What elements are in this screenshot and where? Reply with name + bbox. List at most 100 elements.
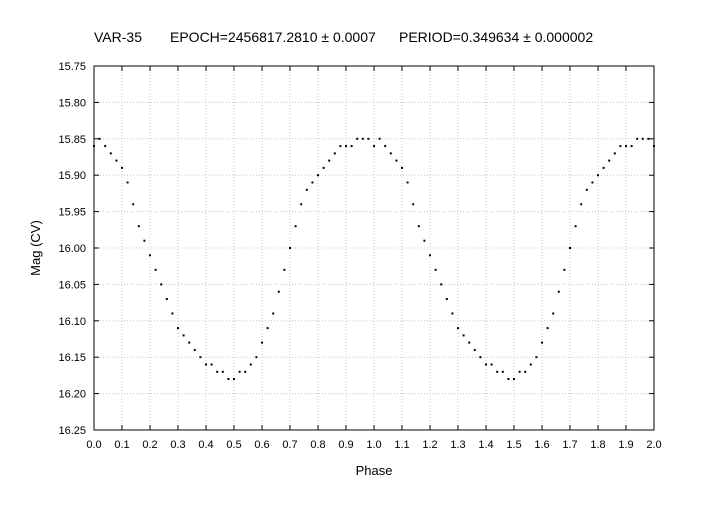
data-point bbox=[233, 378, 235, 380]
data-point bbox=[361, 137, 364, 140]
data-point bbox=[440, 283, 443, 286]
x-tick-label: 1.7 bbox=[562, 439, 577, 451]
x-tick-label: 0.8 bbox=[310, 439, 325, 451]
data-point bbox=[367, 137, 370, 140]
data-point bbox=[585, 188, 588, 191]
data-point bbox=[395, 159, 398, 162]
data-point bbox=[389, 152, 392, 155]
data-point bbox=[132, 203, 135, 206]
data-point bbox=[294, 225, 297, 228]
data-point bbox=[518, 370, 521, 373]
data-point bbox=[462, 334, 465, 337]
y-tick-labels: 15.75 15.80 15.85 15.90 15.95 16.00 16.05 16.10… bbox=[58, 61, 86, 437]
x-tick-label: 1.0 bbox=[366, 439, 381, 451]
data-point bbox=[210, 363, 213, 366]
x-tick-label: 1.6 bbox=[534, 439, 549, 451]
data-point bbox=[630, 145, 633, 148]
data-point bbox=[445, 298, 448, 300]
data-point bbox=[597, 174, 599, 177]
x-tick-label: 1.5 bbox=[506, 439, 521, 451]
data-point bbox=[216, 370, 219, 373]
data-point bbox=[541, 341, 543, 344]
x-tick-label: 1.8 bbox=[590, 439, 605, 451]
data-point bbox=[249, 363, 252, 366]
data-point bbox=[378, 137, 381, 140]
data-point bbox=[272, 312, 275, 315]
data-point bbox=[552, 312, 555, 315]
data-point bbox=[350, 145, 353, 148]
data-point bbox=[529, 363, 532, 366]
data-point bbox=[205, 363, 207, 366]
axis-ticks bbox=[93, 65, 655, 431]
data-point bbox=[384, 145, 387, 148]
x-tick-label: 0.9 bbox=[338, 439, 353, 451]
data-point bbox=[261, 341, 263, 344]
x-tick-label: 0.1 bbox=[114, 439, 129, 451]
data-point bbox=[227, 378, 230, 380]
data-point bbox=[619, 145, 622, 148]
data-point bbox=[373, 145, 375, 148]
y-axis-label: Mag (CV) bbox=[28, 220, 43, 276]
x-tick-labels: 0.0 0.1 0.2 0.3 0.4 0.5 0.6 0.7 0.8 0.9 1.0 1.1 1.2 1… bbox=[86, 439, 661, 451]
data-point bbox=[126, 181, 129, 184]
data-point bbox=[434, 268, 437, 271]
y-tick-label: 15.90 bbox=[58, 170, 86, 182]
data-point bbox=[457, 327, 459, 330]
data-point bbox=[221, 370, 224, 373]
data-point bbox=[641, 137, 644, 140]
data-point bbox=[182, 334, 185, 337]
y-tick-label: 16.20 bbox=[58, 389, 86, 401]
data-point bbox=[479, 356, 482, 359]
x-tick-label: 0.4 bbox=[198, 439, 213, 451]
x-tick-label: 0.5 bbox=[226, 439, 241, 451]
y-tick-label: 15.95 bbox=[58, 207, 86, 219]
data-point bbox=[149, 254, 151, 257]
data-point bbox=[406, 181, 409, 184]
data-point bbox=[490, 363, 493, 366]
data-point bbox=[104, 145, 107, 148]
title-period: PERIOD=0.349634 ± 0.000002 bbox=[399, 29, 594, 45]
y-tick-label: 15.85 bbox=[58, 134, 86, 146]
x-tick-label: 1.3 bbox=[450, 439, 465, 451]
data-point bbox=[546, 327, 549, 330]
y-tick-label: 16.00 bbox=[58, 243, 86, 255]
x-tick-label: 0.2 bbox=[142, 439, 157, 451]
data-point bbox=[401, 166, 403, 169]
chart-title: VAR-35 EPOCH=2456817.2810 ± 0.0007 PERIO… bbox=[0, 29, 702, 93]
x-tick-label: 1.1 bbox=[394, 439, 409, 451]
x-tick-label: 1.2 bbox=[422, 439, 437, 451]
data-point bbox=[608, 159, 611, 162]
data-point bbox=[513, 378, 515, 380]
data-point bbox=[300, 203, 303, 206]
data-point bbox=[115, 159, 118, 162]
data-point bbox=[501, 370, 504, 373]
title-epoch: EPOCH=2456817.2810 ± 0.0007 bbox=[170, 29, 376, 45]
x-tick-label: 0.0 bbox=[86, 439, 101, 451]
data-point bbox=[238, 370, 241, 373]
x-tick-label: 0.6 bbox=[254, 439, 269, 451]
x-tick-label: 0.3 bbox=[170, 439, 185, 451]
y-tick-label: 16.05 bbox=[58, 279, 86, 291]
data-point bbox=[98, 137, 101, 140]
data-point bbox=[602, 166, 605, 169]
data-point bbox=[496, 370, 499, 373]
data-point bbox=[165, 298, 168, 300]
data-point bbox=[524, 370, 527, 373]
data-point bbox=[137, 225, 140, 228]
data-point bbox=[574, 225, 577, 228]
x-tick-label: 0.7 bbox=[282, 439, 297, 451]
data-point bbox=[580, 203, 583, 206]
data-point bbox=[468, 341, 471, 344]
data-point bbox=[311, 181, 314, 184]
data-point bbox=[305, 188, 308, 191]
data-point bbox=[647, 137, 650, 140]
data-point bbox=[266, 327, 269, 330]
data-point bbox=[277, 290, 280, 293]
data-point bbox=[613, 152, 616, 155]
x-tick-label: 1.4 bbox=[478, 439, 493, 451]
data-point bbox=[636, 137, 639, 140]
data-point bbox=[289, 247, 291, 249]
y-tick-label: 16.25 bbox=[58, 425, 86, 437]
data-point bbox=[322, 166, 325, 169]
data-point bbox=[333, 152, 336, 155]
